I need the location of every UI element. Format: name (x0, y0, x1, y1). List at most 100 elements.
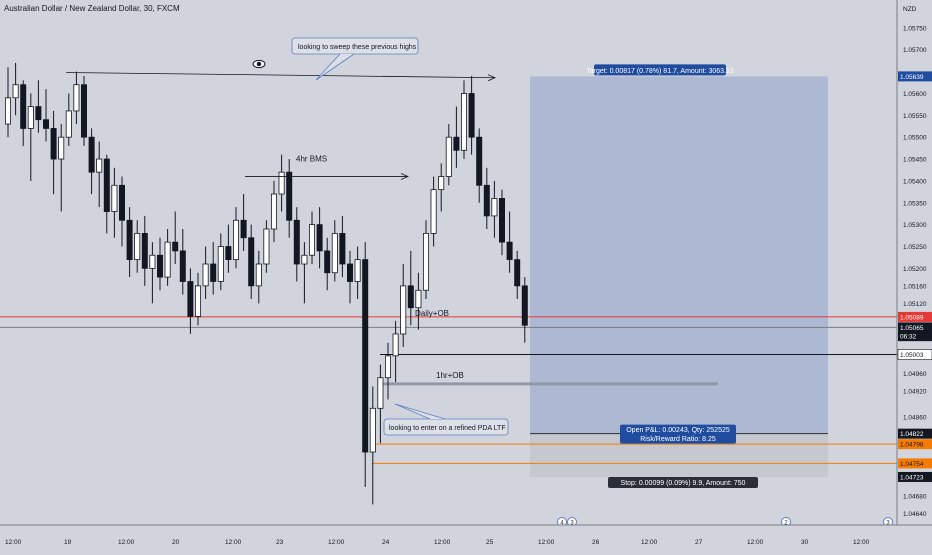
candle (27, 93, 34, 181)
price-label (898, 331, 932, 342)
y-tick-label: 1.05700 (903, 47, 927, 54)
sweep-line (65, 72, 495, 79)
y-tick-label: 1.05250 (903, 244, 927, 251)
rr-label: Risk/Reward Ratio: 8.25 (640, 436, 716, 443)
candle (65, 93, 72, 146)
y-tick-label: 1.05200 (903, 266, 927, 273)
candle (119, 176, 126, 247)
entry-callout-box (383, 418, 509, 436)
candle-body (232, 219, 239, 261)
y-tick-label: 1.04640 (903, 511, 927, 518)
candle (43, 89, 50, 142)
y-tick-label: 1.05600 (903, 91, 927, 98)
axis-unit: NZD (903, 6, 917, 13)
candle (301, 242, 308, 304)
candle-body (179, 250, 186, 282)
candle (103, 154, 110, 234)
candle-body (50, 128, 57, 160)
candle-body (217, 246, 224, 282)
candle-body (81, 84, 88, 138)
x-tick-label: 30 (801, 539, 809, 546)
sweep-callout-box (291, 37, 419, 55)
candle-body (415, 289, 422, 309)
x-tick-label: 26 (592, 539, 600, 546)
candle-body (156, 254, 163, 278)
candle-body (58, 136, 65, 160)
sweep-callout-text: looking to sweep these previous highs (298, 44, 417, 51)
candle (187, 268, 194, 334)
y-tick-label: 1.05550 (903, 113, 927, 120)
candle-body (88, 136, 95, 173)
candle-body (164, 241, 171, 278)
candle-body (301, 254, 308, 265)
price-label-box (897, 349, 932, 360)
candle-body (460, 93, 467, 151)
candle-body (248, 237, 255, 287)
eye-icon (252, 59, 266, 69)
candle-body (210, 263, 217, 282)
x-tick-label: 12:00 (853, 539, 870, 546)
y-tick-label: 1.04960 (903, 371, 927, 378)
x-tick-label: 12:00 (5, 539, 22, 546)
candle (194, 272, 201, 326)
daily-ob-label: Daily+OB (415, 309, 449, 318)
candle (392, 320, 399, 383)
candle (156, 237, 163, 291)
candle (521, 277, 528, 343)
candle-body (43, 119, 50, 129)
x-tick-label: 27 (695, 539, 703, 546)
candle (339, 215, 346, 278)
x-tick-label: 20 (172, 539, 180, 546)
x-tick-label: 12:00 (434, 539, 451, 546)
candle-body (27, 106, 34, 129)
y-tick-label: 1.05350 (903, 200, 927, 207)
y-tick-label: 1.05500 (903, 135, 927, 142)
price-label-text: 1.04822 (900, 431, 924, 438)
sweep-callout-tail (315, 53, 355, 81)
candle-body (377, 377, 384, 409)
candle (240, 194, 247, 251)
candle (202, 246, 209, 299)
price-label-text: 1.04754 (900, 461, 924, 468)
candle-body (20, 84, 27, 129)
candle (316, 207, 323, 269)
candle (491, 180, 498, 238)
price-label-text: 1.05089 (900, 314, 924, 321)
target-label: Target: 0.00817 (0.78%) 81.7, Amount: 30… (586, 68, 734, 75)
candle (369, 386, 376, 505)
candle-body (362, 259, 369, 453)
candle-body (35, 106, 42, 121)
price-label (897, 349, 932, 360)
sweep-arrow (487, 74, 497, 82)
price-label (898, 322, 932, 333)
y-tick-label: 1.05450 (903, 157, 927, 164)
candle (217, 233, 224, 291)
candle-body (354, 259, 361, 282)
x-tick-label: 12:00 (641, 539, 658, 546)
candle (506, 211, 513, 273)
bms-arrow (400, 173, 410, 180)
stop-label: Stop: 0.00099 (0.09%) 9.9, Amount: 750 (621, 480, 746, 487)
price-label (898, 471, 932, 482)
candle-body (498, 198, 505, 243)
candle-body (126, 219, 133, 261)
candle (377, 364, 384, 444)
x-tick-label: 12:00 (538, 539, 555, 546)
candle (407, 250, 414, 326)
event-badge-text: 4 (560, 521, 564, 527)
price-label-box (898, 428, 932, 439)
hr-ob-label: 1hr+OB (436, 371, 464, 380)
y-tick-label: 1.04920 (903, 388, 927, 395)
price-label-text: 1.05065 (900, 325, 924, 332)
price-label-box (898, 331, 932, 342)
y-tick-label: 1.04860 (903, 415, 927, 422)
candle (270, 180, 277, 243)
candle-body (438, 176, 445, 191)
x-tick-label: 12:00 (328, 539, 345, 546)
candle (438, 163, 445, 212)
candle-body (392, 333, 399, 357)
price-label-text: 1.05639 (900, 74, 924, 81)
pnl-label: Open P&L: 0.00243, Qty: 252525 (626, 427, 730, 434)
x-tick-label: 25 (486, 539, 494, 546)
